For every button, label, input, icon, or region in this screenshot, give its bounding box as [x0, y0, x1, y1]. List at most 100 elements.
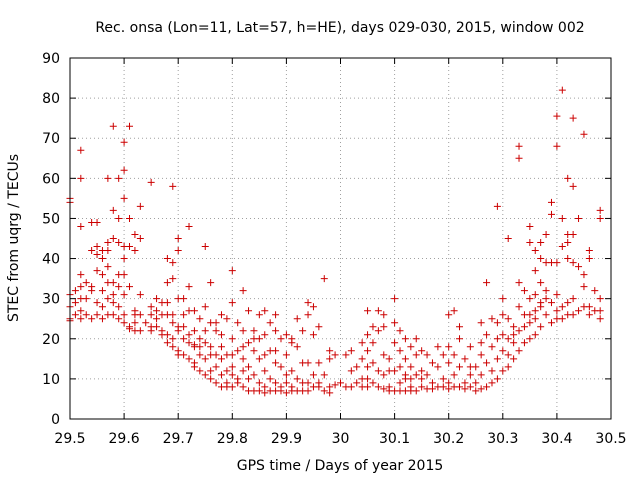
data-point: [201, 339, 209, 347]
data-point: [380, 323, 388, 331]
data-point: [499, 347, 507, 355]
data-point: [374, 367, 382, 375]
data-point: [364, 363, 372, 371]
data-point: [185, 339, 193, 347]
data-points: [66, 86, 604, 397]
data-point: [596, 214, 604, 222]
data-point: [531, 315, 539, 323]
data-point: [526, 335, 534, 343]
data-point: [466, 363, 474, 371]
data-point: [228, 351, 236, 359]
data-point: [77, 146, 85, 154]
data-point: [272, 311, 280, 319]
data-point: [169, 311, 177, 319]
data-point: [288, 367, 296, 375]
data-point: [147, 327, 155, 335]
data-point: [217, 371, 225, 379]
data-point: [315, 359, 323, 367]
data-point: [596, 206, 604, 214]
data-point: [596, 307, 604, 315]
data-point: [553, 307, 561, 315]
data-point: [104, 174, 112, 182]
y-axis-label: STEC from uqrg / TECUs: [6, 154, 22, 322]
data-point: [558, 243, 566, 251]
data-point: [347, 383, 355, 391]
data-point: [272, 359, 280, 367]
data-point: [547, 198, 555, 206]
data-point: [261, 351, 269, 359]
data-point: [169, 343, 177, 351]
data-point: [553, 112, 561, 120]
data-point: [499, 311, 507, 319]
data-point: [564, 239, 572, 247]
data-point: [531, 331, 539, 339]
data-point: [234, 379, 242, 387]
data-point: [450, 371, 458, 379]
data-point: [190, 327, 198, 335]
x-tick-label: 29.8: [217, 431, 248, 447]
data-point: [98, 287, 106, 295]
data-point: [461, 385, 469, 393]
data-point: [190, 307, 198, 315]
data-point: [537, 279, 545, 287]
data-point: [266, 375, 274, 383]
data-point: [515, 303, 523, 311]
data-point: [472, 379, 480, 387]
data-point: [217, 355, 225, 363]
data-point: [526, 239, 534, 247]
y-tick-label: 40: [42, 252, 60, 268]
data-point: [185, 355, 193, 363]
y-tick-labels: 0 10 20 30 40 50 60 70 80 90: [42, 51, 60, 428]
data-point: [217, 311, 225, 319]
data-point: [558, 86, 566, 94]
data-point: [580, 283, 588, 291]
data-point: [109, 206, 117, 214]
data-point: [217, 331, 225, 339]
data-point: [282, 371, 290, 379]
data-point: [526, 319, 534, 327]
x-tick-label: 29.6: [109, 431, 140, 447]
data-point: [353, 379, 361, 387]
data-point: [493, 202, 501, 210]
data-point: [109, 311, 117, 319]
data-point: [537, 239, 545, 247]
data-point: [272, 347, 280, 355]
data-point: [531, 291, 539, 299]
data-point: [77, 174, 85, 182]
data-point: [380, 371, 388, 379]
data-point: [266, 319, 274, 327]
data-point: [596, 315, 604, 323]
grid: [70, 58, 611, 419]
data-point: [93, 311, 101, 319]
data-point: [234, 319, 242, 327]
data-point: [450, 351, 458, 359]
data-point: [428, 385, 436, 393]
data-point: [293, 315, 301, 323]
y-tick-label: 30: [42, 292, 60, 308]
data-point: [585, 311, 593, 319]
data-point: [374, 307, 382, 315]
data-point: [477, 351, 485, 359]
data-point: [239, 327, 247, 335]
data-point: [180, 295, 188, 303]
data-point: [575, 307, 583, 315]
data-point: [115, 239, 123, 247]
data-point: [93, 299, 101, 307]
data-point: [445, 359, 453, 367]
data-point: [461, 355, 469, 363]
data-point: [126, 122, 134, 130]
data-point: [180, 351, 188, 359]
data-point: [304, 387, 312, 395]
data-point: [115, 174, 123, 182]
data-point: [493, 375, 501, 383]
data-point: [228, 363, 236, 371]
data-point: [315, 383, 323, 391]
data-point: [126, 214, 134, 222]
data-point: [169, 319, 177, 327]
data-point: [77, 271, 85, 279]
data-point: [450, 307, 458, 315]
data-point: [282, 379, 290, 387]
data-point: [331, 351, 339, 359]
data-point: [142, 319, 150, 327]
